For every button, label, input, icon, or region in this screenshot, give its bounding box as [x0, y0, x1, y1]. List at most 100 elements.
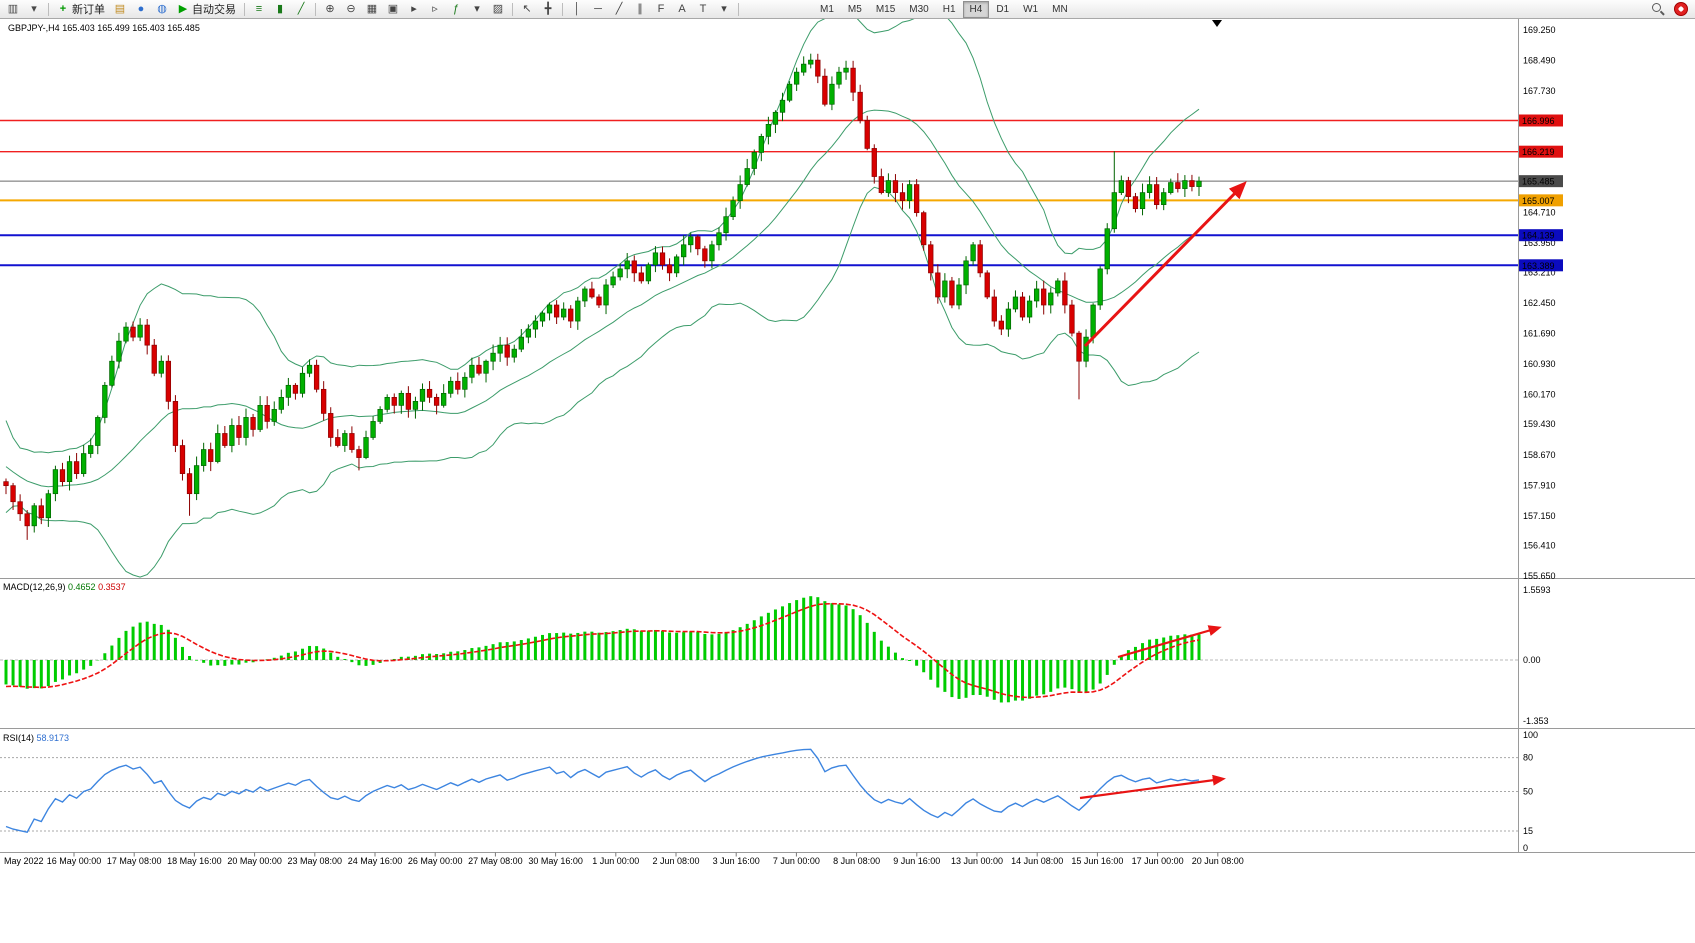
- toolbar-separator: [562, 2, 563, 16]
- horizontal-line-icon[interactable]: ─: [588, 0, 608, 18]
- chart-shift-icon[interactable]: ▹: [425, 0, 445, 18]
- text-icon: A: [678, 2, 686, 15]
- timeframe-m30[interactable]: M30: [909, 3, 929, 15]
- vertical-line-icon[interactable]: │: [567, 0, 587, 18]
- auto-scroll-icon: ▸: [411, 2, 417, 15]
- indicators-icon[interactable]: ƒ: [446, 0, 466, 18]
- toolbar-separator: [512, 2, 513, 16]
- label-icon: T: [699, 2, 707, 15]
- tile-windows-icon: ▦: [366, 2, 378, 15]
- panel-borders: [0, 18, 1695, 853]
- trendline-icon[interactable]: ╱: [609, 0, 629, 18]
- arrows-tools-icon: ▾: [721, 2, 727, 15]
- price-axis-label: 158.670: [1523, 450, 1556, 460]
- price-axis-label: 164.710: [1523, 207, 1556, 217]
- text-icon[interactable]: A: [672, 0, 692, 18]
- channel-icon[interactable]: ∥: [630, 0, 650, 18]
- rsi-line: [5, 748, 1200, 833]
- price-axis-label: 155.650: [1523, 571, 1556, 581]
- notification-badge[interactable]: [1674, 2, 1688, 16]
- macd-signal-line: [5, 602, 1200, 699]
- fibonacci-icon[interactable]: F: [651, 0, 671, 18]
- price-axis-label: 169.250: [1523, 25, 1556, 35]
- trend-arrow-rsi[interactable]: [1079, 774, 1226, 800]
- trend-arrow-main[interactable]: [1083, 181, 1247, 348]
- chart-profiles-icon[interactable]: ▤: [110, 0, 130, 18]
- label-icon[interactable]: T: [693, 0, 713, 18]
- tile-windows-icon[interactable]: ▦: [362, 0, 382, 18]
- timeframe-m1[interactable]: M1: [820, 3, 834, 15]
- arrows-tools-icon[interactable]: ▾: [714, 0, 734, 18]
- time-axis-label: 17 Jun 00:00: [1132, 856, 1184, 866]
- zoom-out-icon: ⊖: [346, 2, 356, 15]
- crosshair-icon[interactable]: ╋: [538, 0, 558, 18]
- price-badge-label: 164.139: [1522, 231, 1555, 241]
- zoom-in-icon: ⊕: [325, 2, 335, 15]
- horizontal-line-icon: ─: [594, 2, 602, 15]
- timeframe-mn[interactable]: MN: [1052, 3, 1068, 15]
- trendline-icon: ╱: [615, 2, 623, 15]
- new-order-button[interactable]: + 新订单: [53, 0, 109, 18]
- toolbar-separator: [48, 2, 49, 16]
- macd-panel: [0, 596, 1518, 703]
- chart-shift-icon: ▹: [432, 2, 438, 15]
- chart-dropdown-caret[interactable]: ▾: [24, 0, 44, 18]
- price-axis-label: 159.430: [1523, 419, 1556, 429]
- zoom-in-icon[interactable]: ⊕: [320, 0, 340, 18]
- cursor-icon[interactable]: ↖: [517, 0, 537, 18]
- trend-arrows[interactable]: [1079, 181, 1247, 800]
- cascade-windows-icon[interactable]: ▣: [383, 0, 403, 18]
- bollinger-lower-band: [5, 186, 1200, 578]
- rsi-axis-label: 15: [1523, 826, 1533, 836]
- price-axis-label: 157.910: [1523, 480, 1556, 490]
- auto-trading-button[interactable]: ▶ 自动交易: [173, 0, 240, 18]
- toolbar-separator: [738, 2, 739, 16]
- data-window-icon[interactable]: ◍: [152, 0, 172, 18]
- time-axis-label: 30 May 16:00: [528, 856, 583, 866]
- time-axis-label: 8 Jun 08:00: [833, 856, 880, 866]
- search-button[interactable]: [1647, 0, 1669, 18]
- price-axis-label: 161.690: [1523, 329, 1556, 339]
- auto-scroll-icon[interactable]: ▸: [404, 0, 424, 18]
- new-order-label: 新订单: [72, 4, 105, 16]
- trend-arrow-macd[interactable]: [1117, 625, 1222, 659]
- bollinger-upper-band: [5, 8, 1200, 454]
- timeframe-h4[interactable]: H4: [962, 0, 990, 18]
- time-axis-label: 24 May 16:00: [348, 856, 403, 866]
- templates-icon[interactable]: ▨: [488, 0, 508, 18]
- chart-profiles-icon: ▤: [114, 2, 126, 15]
- main-toolbar: ▥ ▾ + 新订单 ▤ ● ◍ ▶ 自动交易 ≡ ▮ ╱ ⊕ ⊖ ▦ ▣ ▸ ▹ ƒ ▾ ▨ ↖ ╋ │ ─ ╱ ∥ F A T ▾ M1 M5…: [0, 0, 1695, 19]
- chart-ohlc-header: GBPJPY-,H4 165.403 165.499 165.403 165.4…: [8, 23, 200, 33]
- time-axis-label: 9 Jun 16:00: [893, 856, 940, 866]
- chart-candles-icon[interactable]: ▮: [270, 0, 290, 18]
- scroll-to-end-marker[interactable]: [1212, 20, 1222, 27]
- timeframe-w1[interactable]: W1: [1023, 3, 1039, 15]
- timeframe-m15[interactable]: M15: [875, 3, 896, 15]
- price-axis[interactable]: 169.250 168.490 167.730 164.710 163.950 163.2…: [1519, 25, 1563, 581]
- timeframe-d1[interactable]: D1: [996, 3, 1010, 15]
- timeframe-toolbar: M1 M5 M15 M30 H1 H4 D1 W1 MN: [813, 0, 1075, 18]
- chart-window-icon-button[interactable]: ▥: [3, 0, 23, 18]
- bollinger-middle-band: [5, 109, 1200, 488]
- market-watch-icon[interactable]: ●: [131, 0, 151, 18]
- price-badge-163.389: [1519, 259, 1563, 272]
- chart-bars-icon[interactable]: ≡: [249, 0, 269, 18]
- chart-line-icon[interactable]: ╱: [291, 0, 311, 18]
- periods-dropdown[interactable]: ▾: [467, 0, 487, 18]
- time-axis[interactable]: May 2022 16 May 00:00 17 May 08:00 18 May 1…: [4, 852, 1244, 867]
- chart-candles-icon: ▮: [276, 2, 284, 15]
- price-badge-label: 165.485: [1522, 177, 1555, 187]
- timeframe-h1[interactable]: H1: [942, 3, 956, 15]
- bollinger-bands: [5, 8, 1200, 578]
- timeframe-m5[interactable]: M5: [847, 3, 862, 15]
- templates-icon: ▨: [492, 2, 504, 15]
- chart-line-icon: ╱: [297, 2, 305, 15]
- zoom-out-icon[interactable]: ⊖: [341, 0, 361, 18]
- search-icon: [1651, 2, 1665, 16]
- price-axis-label: 160.930: [1523, 359, 1556, 369]
- macd-axis-zero: 0.00: [1523, 655, 1541, 665]
- chart-dropdown-caret: ▾: [31, 2, 37, 15]
- time-axis-label: 2 Jun 08:00: [652, 856, 699, 866]
